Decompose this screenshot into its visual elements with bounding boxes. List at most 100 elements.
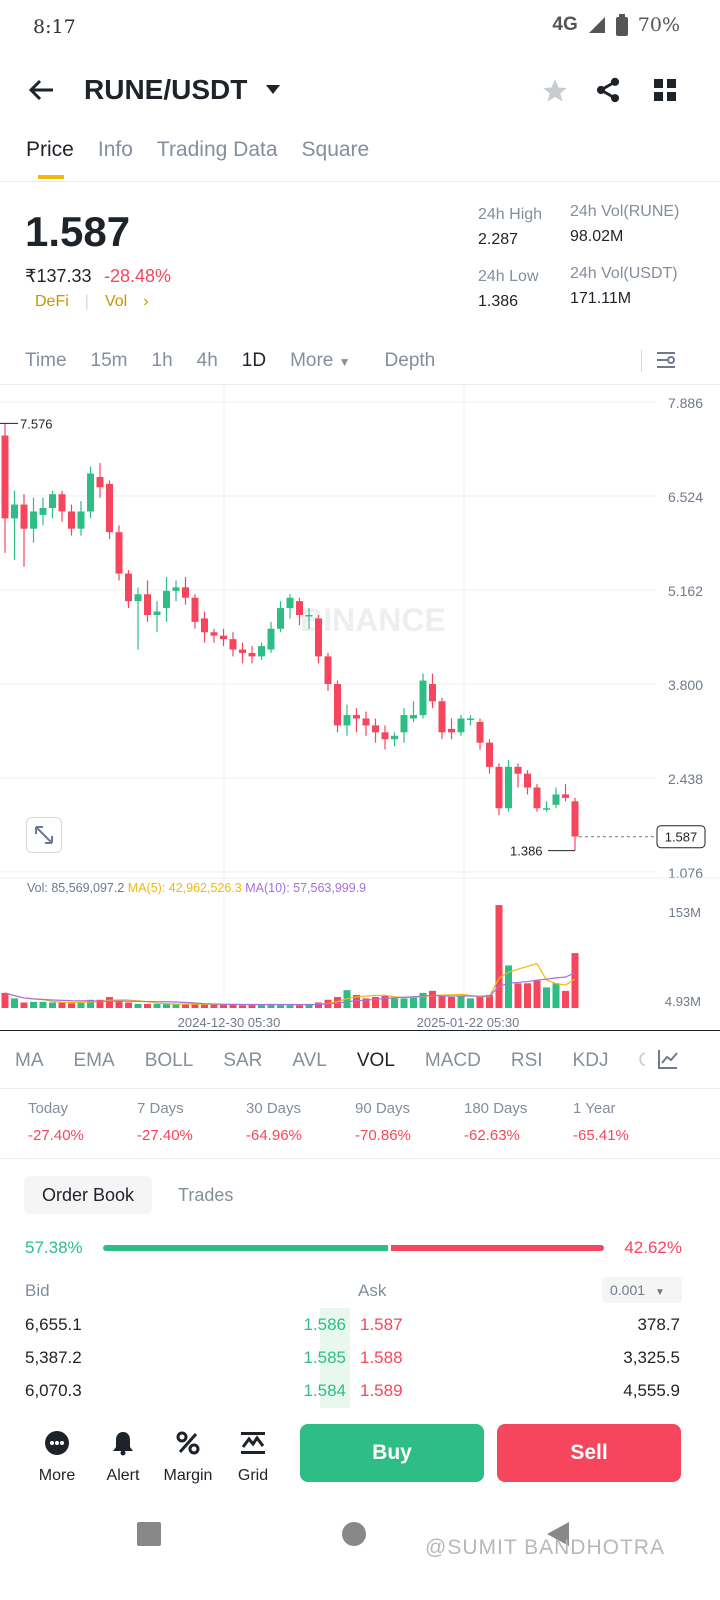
tf-depth[interactable]: Depth (384, 350, 436, 371)
tf-4h[interactable]: 4h (196, 350, 218, 371)
low-label: 24h Low (478, 268, 539, 285)
candle (20, 504, 28, 529)
candle (467, 718, 474, 721)
indicator-settings[interactable] (645, 1040, 720, 1080)
ask-header: Ask (358, 1281, 387, 1300)
volume-bar (30, 1001, 37, 1008)
volume-bar (552, 983, 560, 1008)
status-time: 8:17 (33, 16, 76, 38)
candle (543, 808, 550, 810)
candle (353, 715, 360, 719)
back-nav-icon[interactable] (545, 1520, 571, 1548)
ind-vol[interactable]: VOL (356, 1050, 395, 1071)
x-tick-label: 2025-01-22 05:30 (417, 1015, 520, 1030)
ind-boll[interactable]: BOLL (144, 1050, 194, 1071)
candle (172, 587, 180, 591)
candle (524, 773, 531, 788)
volume-bar (438, 995, 446, 1008)
status-icons: 4G 70% (552, 14, 680, 36)
back-arrow-icon[interactable] (26, 75, 56, 105)
tab-trades[interactable]: Trades (178, 1185, 234, 1205)
tf-time[interactable]: Time (25, 350, 67, 371)
ask-price: 1.589 (360, 1381, 403, 1400)
perf-180d: 180 Days -62.63% (436, 1100, 545, 1144)
volume-bar (457, 995, 465, 1008)
tag-defi[interactable]: DeFi (35, 293, 69, 310)
vol-usdt-label: 24h Vol(USDT) (570, 265, 678, 282)
grid-menu-icon[interactable] (653, 78, 677, 102)
pair-title[interactable]: RUNE/USDT (84, 74, 248, 105)
ind-ma[interactable]: MA (15, 1050, 44, 1071)
tf-more[interactable]: More ▼ (290, 350, 350, 372)
more-button[interactable]: More (27, 1430, 87, 1485)
candle (201, 618, 208, 633)
fiat-price: ₹137.33 (25, 266, 92, 286)
caret-down-icon: ▼ (654, 1287, 665, 1298)
ind-avl[interactable]: AVL (292, 1050, 327, 1071)
candle (286, 597, 294, 609)
perf-label: 1 Year (573, 1100, 616, 1117)
orderbook-row[interactable]: 6,070.3 1.584 1.589 4,555.9 (0, 1381, 720, 1411)
volume-bar (49, 1002, 56, 1008)
tab-order-book[interactable]: Order Book (24, 1176, 152, 1214)
candle (134, 594, 142, 602)
tf-15m[interactable]: 15m (90, 350, 128, 371)
volume-bar (419, 992, 427, 1008)
ask-percent: 42.62% (624, 1238, 682, 1257)
precision-value: 0.001 (610, 1282, 646, 1298)
star-icon[interactable] (541, 77, 569, 105)
tab-price[interactable]: Price (26, 138, 74, 161)
orderbook-row[interactable]: 5,387.2 1.585 1.588 3,325.5 (0, 1348, 720, 1378)
perf-label: 30 Days (246, 1100, 302, 1117)
volume-bar (543, 987, 550, 1008)
tab-info[interactable]: Info (97, 138, 133, 161)
volume-bar (514, 983, 522, 1008)
candle (486, 742, 493, 767)
volume-bar (391, 998, 398, 1008)
network-label: 4G (552, 14, 578, 35)
tf-1d[interactable]: 1D (241, 350, 267, 371)
fullscreen-button[interactable] (26, 817, 62, 853)
tab-trading-data[interactable]: Trading Data (156, 138, 278, 161)
ind-kdj[interactable]: KDJ (572, 1050, 609, 1071)
ind-rsi[interactable]: RSI (510, 1050, 543, 1071)
alert-button[interactable]: Alert (93, 1430, 153, 1485)
bid-qty: 6,070.3 (25, 1381, 82, 1400)
pair-dropdown-icon[interactable] (266, 85, 280, 94)
system-nav-bar (0, 1510, 720, 1570)
orderbook-row[interactable]: 6,655.1 1.586 1.587 378.7 (0, 1315, 720, 1345)
candlestick-chart[interactable]: 7.886 6.524 5.162 3.800 2.438 1.076 BINANCE 7.5… (0, 385, 720, 1030)
perf-label: 90 Days (355, 1100, 411, 1117)
caret-down-icon: ▼ (338, 355, 351, 369)
expand-icon (35, 826, 53, 844)
chart-settings-icon[interactable] (655, 350, 677, 370)
tags: DeFi | Vol › (35, 293, 149, 311)
recents-icon[interactable] (137, 1522, 161, 1546)
ind-ema[interactable]: EMA (73, 1050, 115, 1071)
performance-row: Today -27.40% 7 Days -27.40% 30 Days -64.96… (0, 1100, 720, 1144)
grid-button[interactable]: Grid (223, 1430, 283, 1485)
home-icon[interactable] (342, 1522, 366, 1546)
tf-1h[interactable]: 1h (151, 350, 173, 371)
volume-bar (571, 953, 579, 1008)
last-price-label: 1.587 (665, 830, 698, 845)
ind-sar[interactable]: SAR (223, 1050, 263, 1071)
margin-button[interactable]: Margin (158, 1430, 218, 1485)
tag-vol[interactable]: Vol (104, 293, 128, 310)
perf-value: -62.63% (464, 1127, 520, 1144)
precision-select[interactable]: 0.001 ▼ (602, 1277, 682, 1303)
buy-button[interactable]: Buy (300, 1424, 484, 1482)
candle (77, 511, 85, 529)
volume-bar (68, 1003, 75, 1008)
share-icon[interactable] (594, 76, 622, 104)
tab-square[interactable]: Square (301, 138, 370, 161)
ind-macd[interactable]: MACD (424, 1050, 481, 1071)
high-label: 24h High (478, 206, 543, 223)
ask-price: 1.588 (360, 1348, 403, 1367)
battery-level: 70% (637, 14, 680, 36)
sell-button[interactable]: Sell (497, 1424, 681, 1482)
candle (153, 611, 161, 615)
volume-bar (400, 998, 408, 1008)
chevron-right-icon[interactable]: › (143, 293, 149, 310)
candle (514, 766, 522, 774)
